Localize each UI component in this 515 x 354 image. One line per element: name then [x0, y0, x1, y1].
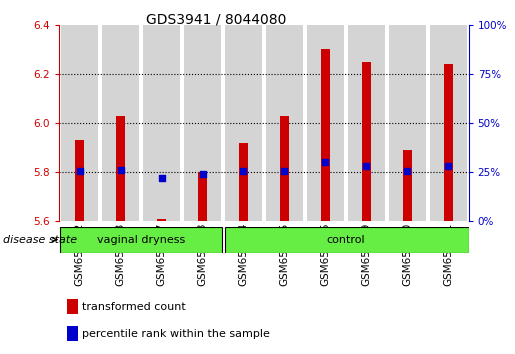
Point	[280, 168, 288, 174]
Point	[76, 168, 84, 174]
Bar	[389, 25, 426, 221]
Point	[444, 163, 452, 169]
Point	[321, 160, 330, 165]
Bar	[225, 25, 262, 221]
Bar	[321, 49, 330, 221]
Bar	[280, 116, 289, 221]
Point	[158, 176, 166, 181]
Point	[116, 167, 125, 172]
Point	[403, 168, 411, 174]
Point	[362, 163, 370, 169]
Text: transformed count: transformed count	[82, 302, 185, 312]
Bar	[67, 299, 78, 314]
Bar	[75, 140, 84, 221]
Bar	[102, 25, 139, 221]
Bar	[184, 25, 221, 221]
Text: disease state: disease state	[3, 235, 77, 245]
Point	[239, 168, 248, 174]
Text: vaginal dryness: vaginal dryness	[97, 235, 185, 245]
Bar	[307, 25, 344, 221]
Bar	[444, 64, 453, 221]
Bar	[430, 25, 467, 221]
Point	[198, 171, 207, 177]
Bar	[239, 143, 248, 221]
Bar	[403, 150, 411, 221]
Bar	[226, 227, 470, 253]
Bar	[143, 25, 180, 221]
Bar	[157, 219, 166, 221]
Text: percentile rank within the sample: percentile rank within the sample	[82, 329, 270, 339]
Bar	[348, 25, 385, 221]
Bar	[61, 25, 98, 221]
Bar	[198, 172, 207, 221]
Text: GDS3941 / 8044080: GDS3941 / 8044080	[146, 12, 286, 27]
Bar	[67, 326, 78, 341]
Bar	[60, 227, 222, 253]
Text: control: control	[327, 235, 365, 245]
Bar	[266, 25, 303, 221]
Bar	[362, 62, 371, 221]
Bar	[116, 116, 125, 221]
